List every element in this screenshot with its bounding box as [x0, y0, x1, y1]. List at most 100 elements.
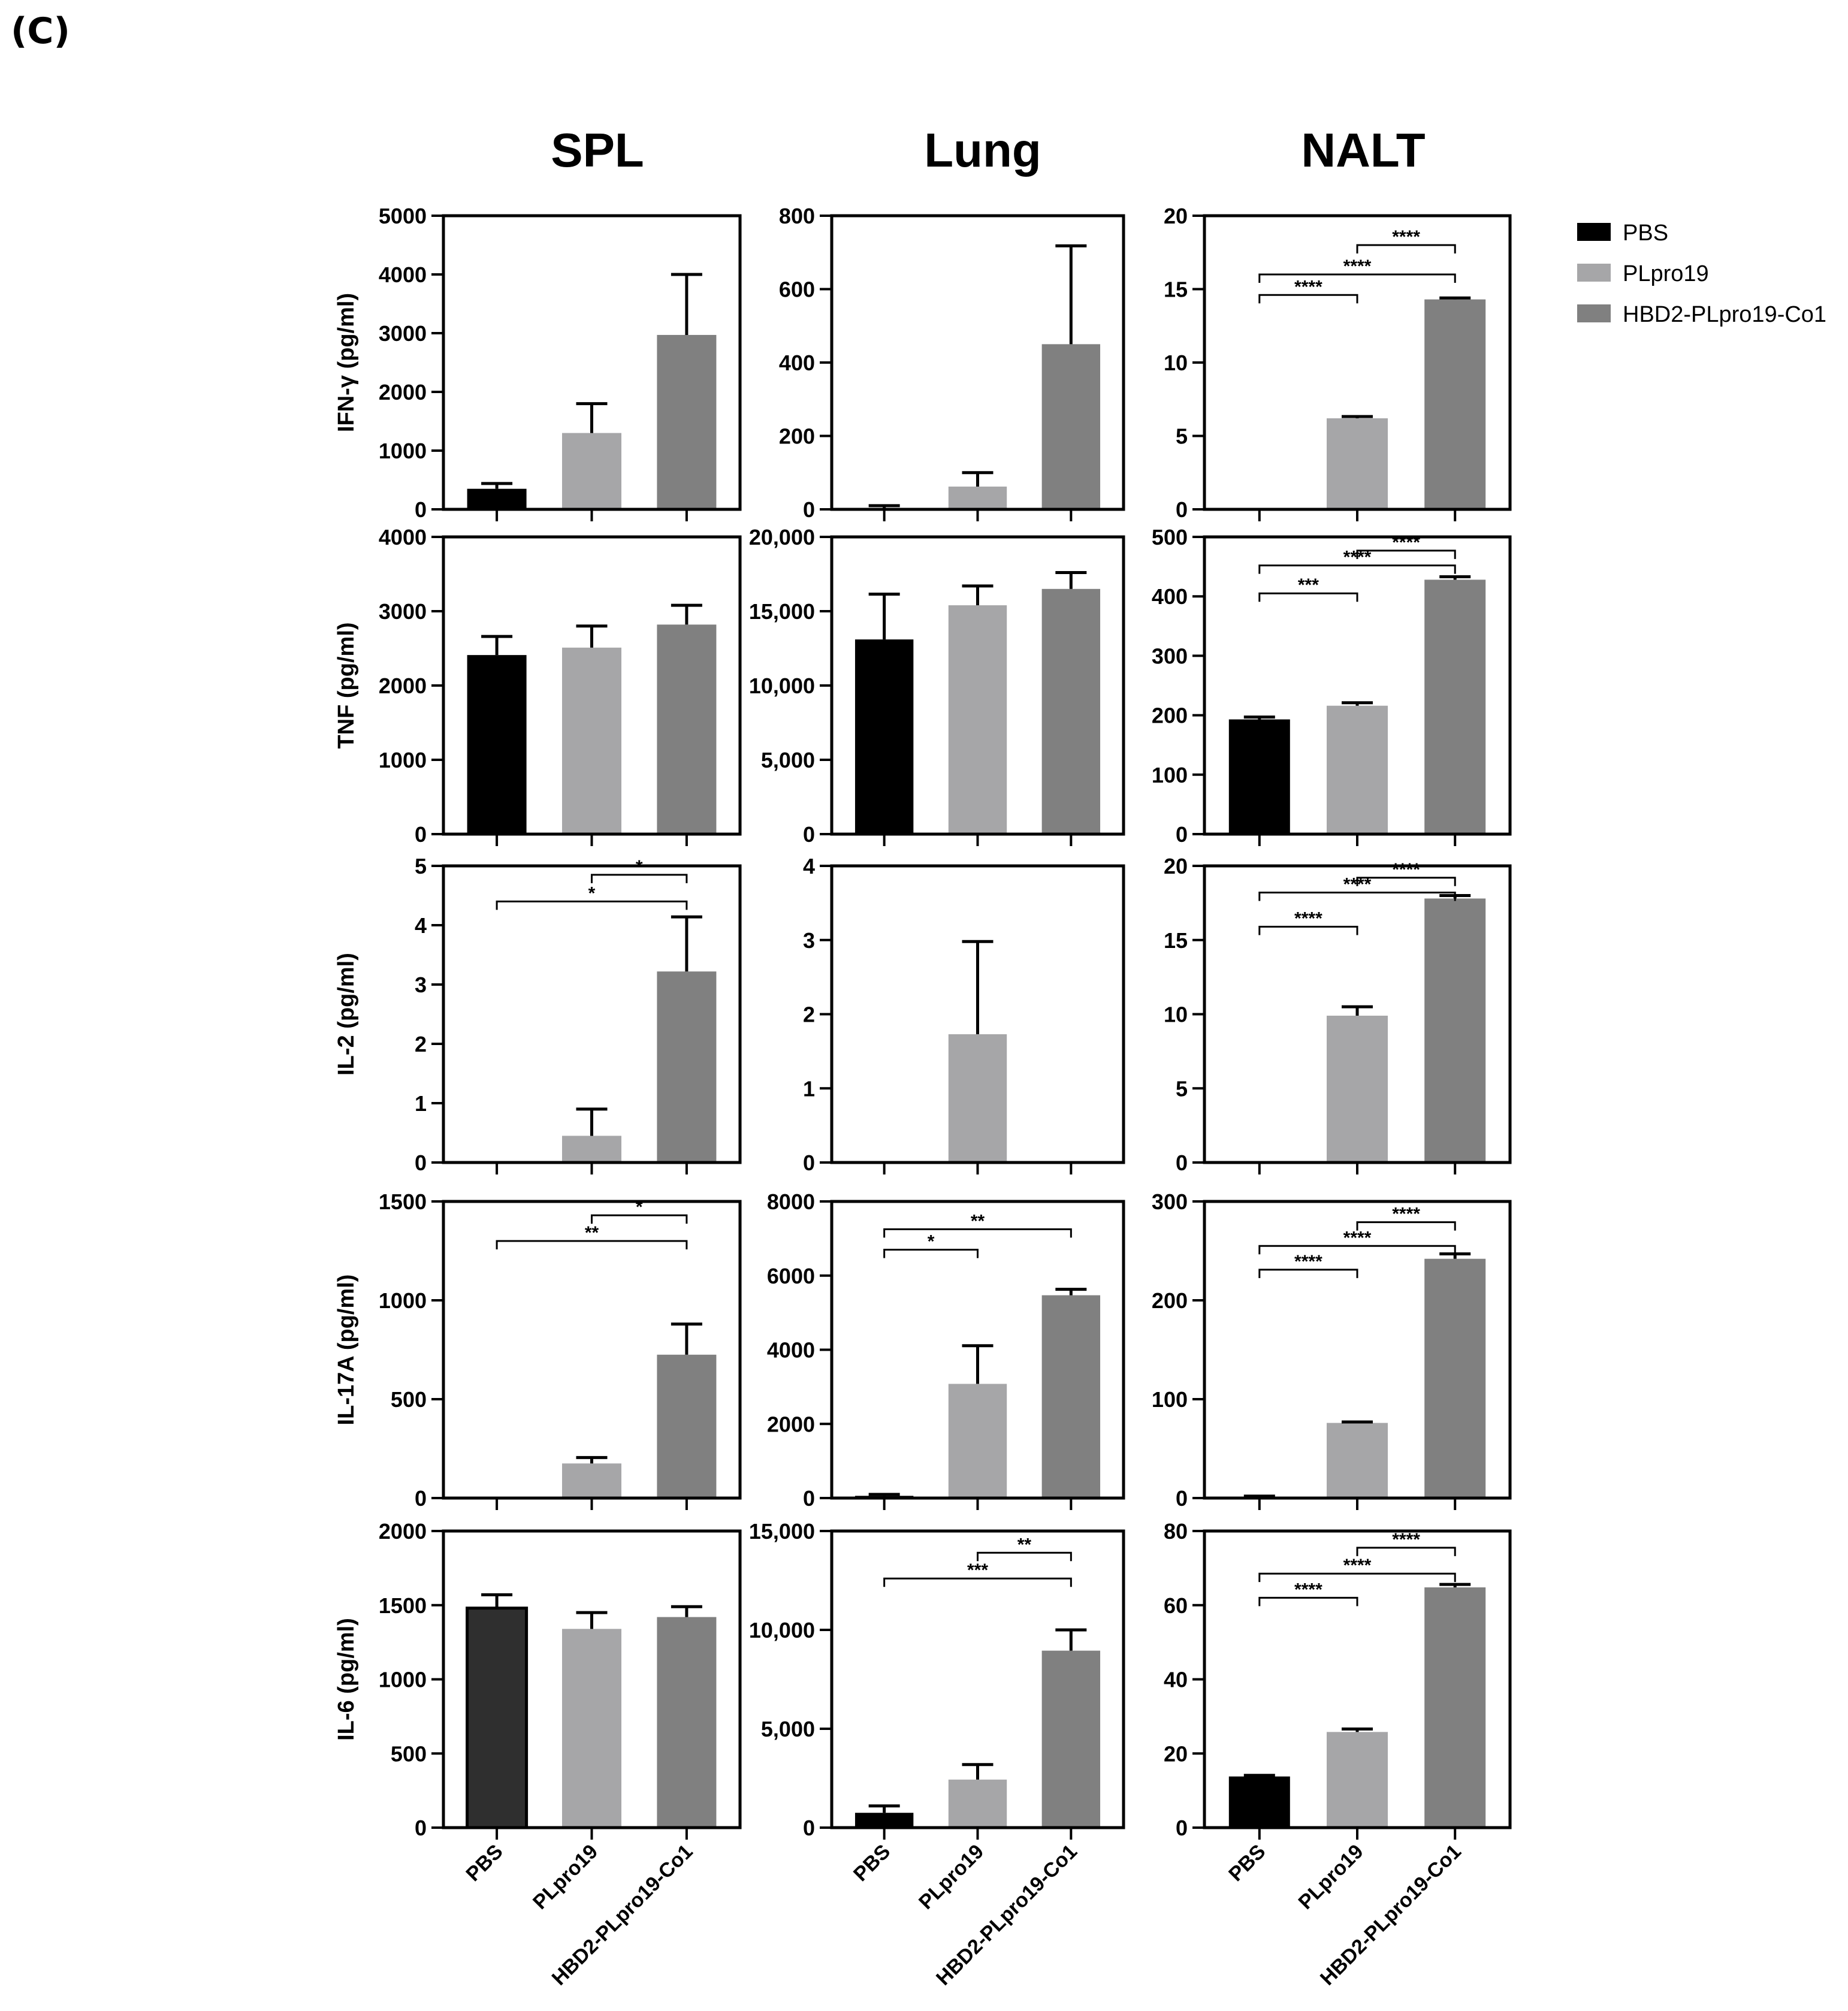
y-tick-label: 1000 [379, 1288, 427, 1313]
error-bar-hbd2-plpro19-co1 [1055, 244, 1087, 345]
y-tick-label: 0 [803, 1816, 815, 1840]
error-bar-hbd2-plpro19-co1 [1055, 571, 1087, 589]
y-tick-label: 3000 [379, 321, 427, 346]
y-tick-label: 500 [1152, 525, 1188, 549]
y-tick-label: 3 [415, 973, 427, 997]
bracket-line [1356, 877, 1456, 886]
bar-hbd2-plpro19-co1 [1424, 898, 1486, 1162]
bar-hbd2-plpro19-co1 [657, 1617, 717, 1828]
y-tick-label: 15,000 [749, 599, 815, 624]
y-tick-label: 10 [1164, 351, 1188, 375]
chart-spl-row2: 0 1 2 3 4 5 IL-2 (pg/ml) * * [334, 854, 742, 1175]
bracket-line [1258, 925, 1358, 935]
bracket-line [1258, 1269, 1358, 1278]
significance-stars: *** [1298, 575, 1319, 595]
chart-nalt-row2: 0 5 10 15 20 **** **** **** [1164, 854, 1512, 1175]
significance-bracket: * [496, 883, 688, 910]
bar-plpro19 [948, 1034, 1007, 1162]
y-tick-label: 2000 [379, 674, 427, 698]
y-tick-label: 0 [803, 822, 815, 847]
error-bar-hbd2-plpro19-co1 [1439, 1252, 1471, 1259]
y-tick-label: 0 [1176, 1486, 1188, 1511]
y-tick-label: 400 [779, 351, 815, 375]
legend-label-hbd2: HBD2-PLpro19-Co1 [1623, 302, 1826, 327]
bar-hbd2-plpro19-co1 [1041, 344, 1101, 509]
y-tick-label: 0 [803, 1486, 815, 1511]
significance-stars: **** [1343, 1556, 1372, 1575]
bar-plpro19 [562, 1463, 621, 1498]
y-tick-label: 1500 [379, 1593, 427, 1618]
y-tick-label: 15 [1164, 928, 1188, 953]
bracket-line [1258, 564, 1456, 574]
significance-bracket: * [591, 857, 688, 883]
y-tick-label: 20 [1164, 1741, 1188, 1766]
bar-plpro19 [948, 1384, 1007, 1498]
chart-nalt-row0: 0 5 10 15 20 **** **** **** [1164, 204, 1512, 522]
error-bar-plpro19 [1342, 1420, 1373, 1424]
chart-lung-row2: 0 1 2 3 4 [803, 854, 1125, 1175]
y-tick-label: 80 [1164, 1519, 1188, 1544]
bracket-line [977, 1551, 1072, 1562]
y-tick-label: 20 [1164, 854, 1188, 878]
significance-bracket: **** [1258, 1252, 1358, 1278]
y-tick-label: 2000 [379, 380, 427, 404]
significance-stars: ** [971, 1211, 985, 1231]
bar-pbs [467, 488, 527, 509]
legend-label-pbs: PBS [1623, 221, 1668, 246]
bracket-line [883, 1248, 979, 1258]
error-bar-plpro19 [576, 402, 608, 433]
bar-plpro19 [948, 605, 1007, 834]
error-bar-pbs [868, 592, 900, 640]
significance-stars: **** [1294, 908, 1322, 928]
significance-bracket: ** [883, 1211, 1072, 1238]
y-tick-label: 2 [803, 1003, 815, 1027]
y-tick-label: 5 [415, 854, 427, 878]
significance-stars: * [636, 1197, 643, 1217]
bar-plpro19 [562, 647, 621, 834]
y-tick-label: 0 [415, 1151, 427, 1175]
bar-plpro19 [1327, 705, 1388, 834]
y-tick-label: 200 [779, 424, 815, 449]
bar-plpro19 [1327, 1732, 1388, 1828]
y-axis-label: IL-17A (pg/ml) [334, 1275, 359, 1426]
error-bar-hbd2-plpro19-co1 [1439, 575, 1471, 580]
column-title-nalt: NALT [1301, 123, 1425, 177]
y-tick-label: 5 [1176, 424, 1188, 449]
bracket-line [883, 1577, 1072, 1587]
bar-plpro19 [948, 487, 1007, 509]
error-bar-pbs [1243, 715, 1275, 720]
error-bar-pbs [868, 1493, 900, 1496]
significance-bracket: **** [1356, 533, 1456, 559]
y-tick-label: 4000 [379, 262, 427, 287]
chart-nalt-row3: 0 100 200 300 **** **** **** [1152, 1189, 1512, 1511]
y-tick-label: 20 [1164, 204, 1188, 228]
significance-stars: * [588, 883, 596, 903]
x-tick-label-plpro19: PLpro19 [1294, 1840, 1368, 1914]
y-axis-label: TNF (pg/ml) [334, 622, 359, 748]
y-tick-label: 400 [1152, 584, 1188, 609]
significance-bracket: **** [1258, 908, 1358, 935]
significance-stars: ** [585, 1223, 599, 1243]
y-tick-label: 4 [803, 854, 815, 878]
error-bar-plpro19 [576, 1456, 608, 1464]
y-tick-label: 5,000 [761, 1717, 815, 1741]
column-title-lung: Lung [924, 123, 1041, 177]
error-bar-plpro19 [962, 940, 994, 1034]
x-tick-label-pbs: PBS [461, 1840, 507, 1886]
y-tick-label: 200 [1152, 703, 1188, 728]
significance-bracket: ** [496, 1223, 688, 1249]
y-axis-label: IL-2 (pg/ml) [334, 953, 359, 1076]
bar-hbd2-plpro19-co1 [657, 334, 717, 509]
significance-bracket: * [591, 1197, 688, 1224]
significance-bracket: ** [977, 1535, 1072, 1562]
y-tick-label: 10,000 [749, 1618, 815, 1642]
y-tick-label: 0 [415, 497, 427, 522]
error-bar-plpro19 [962, 584, 994, 606]
significance-stars: **** [1343, 548, 1372, 567]
bar-hbd2-plpro19-co1 [657, 1354, 717, 1498]
y-tick-label: 1000 [379, 1668, 427, 1692]
